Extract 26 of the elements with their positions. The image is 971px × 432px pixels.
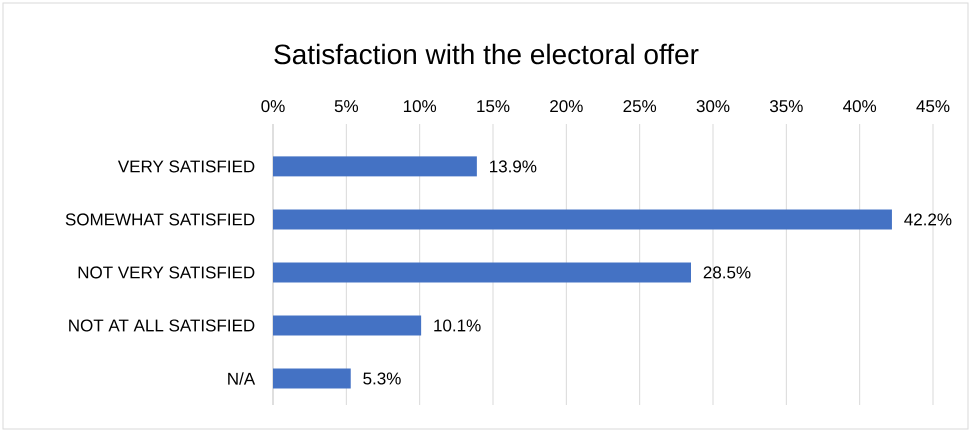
bar	[273, 368, 351, 388]
bar	[273, 209, 892, 230]
y-tick-label: SOMEWHAT SATISFIED	[66, 213, 254, 226]
x-tick-label: 10%	[404, 100, 436, 112]
data-label: 5.3%	[363, 372, 401, 385]
bar	[273, 262, 691, 282]
y-tick-label: NOT VERY SATISFIED	[78, 266, 254, 278]
y-tick-label: NOT AT ALL SATISFIED	[69, 319, 254, 332]
bar	[273, 315, 422, 336]
y-tick-label: VERY SATISFIED	[118, 160, 254, 172]
data-label: 10.1%	[434, 319, 481, 332]
x-tick-label: 25%	[624, 100, 656, 112]
x-tick-label: 30%	[696, 100, 730, 112]
x-tick-label: 20%	[550, 100, 583, 112]
x-tick-label: 5%	[334, 100, 358, 112]
bar	[273, 156, 477, 176]
x-tick-label: 15%	[477, 100, 510, 112]
data-label: 42.2%	[904, 213, 952, 226]
x-tick-label: 0%	[261, 100, 285, 112]
x-tick-label: 45%	[916, 100, 950, 112]
data-label: 28.5%	[704, 266, 750, 278]
data-label: 13.9%	[490, 160, 536, 172]
chart-title: Satisfaction with the electoral offer	[274, 44, 698, 64]
x-tick-label: 40%	[843, 100, 876, 112]
y-tick-label: N/A	[228, 372, 256, 385]
x-tick-label: 35%	[770, 100, 803, 112]
